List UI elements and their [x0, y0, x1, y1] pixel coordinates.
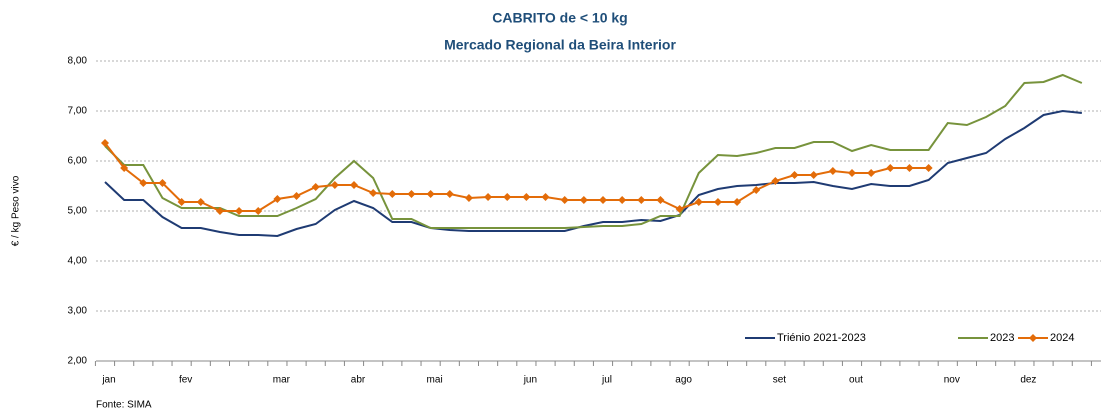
y-tick-label: 4,00 — [68, 256, 88, 267]
x-tick-label: set — [773, 375, 787, 386]
point-marker — [369, 189, 378, 197]
point-marker — [637, 196, 646, 204]
point-marker — [196, 198, 205, 206]
legend-label: Triénio 2021-2023 — [777, 332, 866, 344]
y-tick-label: 5,00 — [68, 206, 88, 217]
x-tick-label: fev — [179, 375, 192, 386]
point-marker — [618, 196, 627, 204]
y-tick-label: 3,00 — [68, 306, 88, 317]
point-marker — [484, 193, 493, 201]
x-tick-label: abr — [351, 375, 366, 386]
y-tick-label: 8,00 — [68, 56, 88, 67]
x-tick-label: nov — [944, 375, 960, 386]
x-tick-label: jun — [523, 375, 537, 386]
series-line — [104, 73, 1083, 229]
point-marker — [733, 198, 742, 206]
point-marker — [139, 179, 148, 187]
point-marker — [158, 179, 167, 187]
point-marker — [120, 164, 129, 172]
point-marker — [522, 193, 531, 201]
point-marker — [215, 207, 224, 215]
legend-label: 2024 — [1050, 332, 1074, 344]
series-line — [104, 142, 929, 212]
point-marker — [886, 164, 895, 172]
source: Fonte: SIMA — [96, 400, 152, 411]
legend-label: 2023 — [990, 332, 1014, 344]
point-marker — [426, 190, 435, 198]
y-tick-label: 2,00 — [68, 356, 88, 367]
point-marker — [675, 205, 684, 213]
x-tick-label: out — [849, 375, 863, 386]
x-tick-label: mai — [427, 375, 443, 386]
chart-title: CABRITO de < 10 kg — [492, 10, 628, 26]
point-marker — [579, 196, 588, 204]
point-marker — [771, 177, 780, 185]
point-marker — [503, 193, 512, 201]
chart-subtitle: Mercado Regional da Beira Interior — [444, 37, 676, 53]
point-marker — [311, 183, 320, 191]
point-marker — [350, 181, 358, 189]
point-marker — [177, 198, 186, 206]
x-tick-label: jul — [601, 375, 612, 386]
point-marker — [867, 169, 876, 177]
point-marker — [809, 171, 818, 179]
point-marker — [464, 194, 473, 202]
point-marker — [694, 198, 703, 206]
x-tick-label: dez — [1020, 375, 1036, 386]
point-marker — [330, 181, 339, 189]
point-marker — [790, 171, 799, 179]
point-marker — [541, 193, 550, 201]
series-line — [104, 109, 1082, 238]
x-tick-label: mar — [273, 375, 291, 386]
point-marker — [599, 196, 607, 204]
point-marker — [713, 198, 722, 206]
point-marker — [828, 167, 837, 175]
point-marker — [924, 164, 933, 172]
point-marker — [848, 169, 856, 177]
x-tick-label: jan — [101, 375, 115, 386]
legend-marker — [1029, 334, 1037, 342]
point-marker — [445, 190, 454, 198]
y-tick-label: 7,00 — [68, 106, 88, 117]
y-tick-label: 6,00 — [68, 156, 88, 167]
point-marker — [273, 195, 282, 203]
point-marker — [656, 196, 665, 204]
point-marker — [752, 186, 761, 194]
x-tick-label: ago — [675, 375, 692, 386]
point-marker — [905, 164, 914, 172]
point-marker — [560, 196, 569, 204]
point-marker — [407, 190, 416, 198]
point-marker — [254, 207, 263, 215]
point-marker — [292, 192, 301, 200]
point-marker — [388, 190, 397, 198]
y-axis-label: € / kg Peso vivo — [11, 175, 22, 246]
point-marker — [101, 139, 109, 147]
point-marker — [235, 207, 244, 215]
